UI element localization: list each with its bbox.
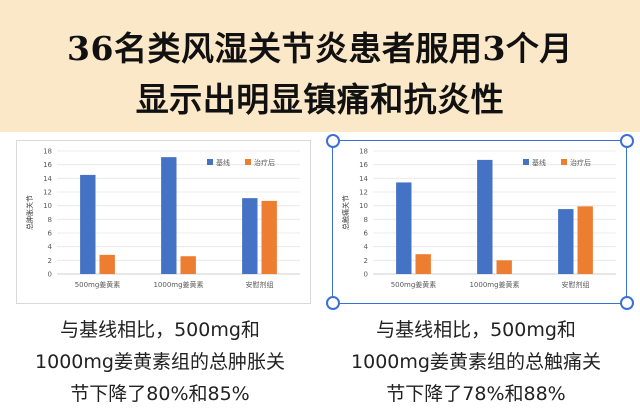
caption-line: 与基线相比，500mg和 [376,319,576,341]
caption-line: 节下降了78%和88% [386,383,566,405]
y-axis-label: 总肿胀关节 [25,195,34,230]
x-tick-label: 安慰剂组 [246,280,274,289]
y-tick-label: 12 [359,189,368,197]
x-tick-label: 1000mg姜黄素 [469,280,519,289]
y-tick-label: 0 [48,271,52,279]
caption-line: 节下降了80%和85% [70,383,250,405]
resize-handle-bottom-left[interactable] [326,296,340,310]
legend-swatch [207,159,213,165]
swelling-chart-svg: 0 2 4 6 8 10 12 14 16 18 总肿胀关节 500mg姜黄素 1000mg姜黄素 安慰剂… [25,148,300,289]
bar-after [415,254,431,274]
bar-baseline [558,209,574,274]
y-tick-label: 18 [359,148,368,156]
bar-baseline [477,159,493,274]
x-tick-label: 1000mg姜黄素 [153,280,203,289]
y-tick-label: 2 [48,257,52,265]
tenderness-caption: 与基线相比，500mg和 1000mg姜黄素组的总触痛关 节下降了78%和88% [326,314,626,410]
legend-swatch [523,159,529,165]
y-tick-label: 6 [48,230,53,238]
y-tick-label: 14 [43,175,52,183]
legend-label: 基线 [216,158,230,167]
bar-after [180,256,196,274]
y-tick-label: 12 [43,189,52,197]
resize-handle-bottom-right[interactable] [620,296,634,310]
bar-after [99,254,115,274]
y-tick-label: 0 [364,271,368,279]
caption-line: 1000mg姜黄素组的总触痛关 [351,351,601,373]
bar-after [261,200,277,274]
legend-swatch [561,159,567,165]
bar-baseline [80,174,96,274]
x-tick-label: 500mg姜黄素 [75,280,121,289]
tenderness-chart-svg: 0 2 4 6 8 10 12 14 16 18 总触痛关节 500mg姜黄素 1000mg姜黄素 安慰剂… [341,148,616,289]
y-tick-label: 8 [48,216,52,224]
bar-baseline [242,198,258,274]
y-tick-label: 6 [364,230,369,238]
swelling-chart: 0 2 4 6 8 10 12 14 16 18 总肿胀关节 500mg姜黄素 1000mg姜黄素 安慰剂… [16,140,311,304]
y-tick-label: 16 [43,161,52,169]
tenderness-chart[interactable]: 0 2 4 6 8 10 12 14 16 18 总触痛关节 500mg姜黄素 1000mg姜黄素 安慰剂… [332,140,627,304]
y-tick-label: 16 [359,161,368,169]
title-line-2: 显示出明显镇痛和抗炎性 [135,80,505,119]
legend-swatch [245,159,251,165]
title-banner: 36名类风湿关节炎患者服用3个月 显示出明显镇痛和抗炎性 [0,0,640,132]
caption-line: 1000mg姜黄素组的总肿胀关 [35,351,285,373]
y-tick-label: 10 [43,202,52,210]
y-tick-label: 10 [359,202,368,210]
bar-after [496,260,512,274]
y-tick-label: 18 [43,148,52,156]
legend-label: 治疗后 [254,158,275,167]
bar-baseline [161,157,177,274]
bar-after [577,206,593,274]
y-axis-label: 总触痛关节 [341,195,350,230]
y-tick-label: 4 [364,243,369,251]
x-tick-label: 安慰剂组 [562,280,590,289]
x-tick-label: 500mg姜黄素 [391,280,437,289]
legend-label: 治疗后 [570,158,591,167]
legend-label: 基线 [532,158,546,167]
resize-handle-top-right[interactable] [620,134,634,148]
resize-handle-top-left[interactable] [326,134,340,148]
caption-line: 与基线相比，500mg和 [60,319,260,341]
y-tick-label: 4 [48,243,53,251]
y-tick-label: 2 [364,257,368,265]
swelling-caption: 与基线相比，500mg和 1000mg姜黄素组的总肿胀关 节下降了80%和85% [10,314,310,410]
y-tick-label: 8 [364,216,368,224]
y-tick-label: 14 [359,175,368,183]
title-line-1: 36名类风湿关节炎患者服用3个月 [67,29,573,68]
bar-baseline [396,182,412,274]
